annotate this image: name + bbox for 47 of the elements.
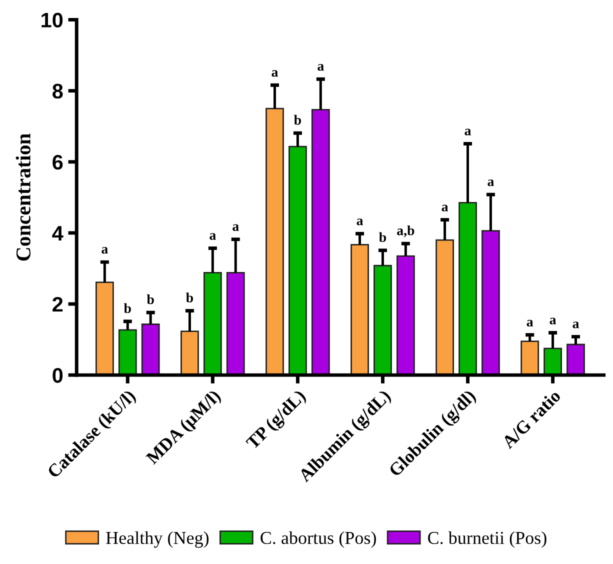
annotation: a: [488, 180, 494, 186]
annotation: a: [526, 320, 534, 327]
annotation: a: [442, 204, 448, 212]
annotation: a: [102, 247, 108, 254]
annotation: a: [318, 64, 324, 71]
legend-label: C. abortus (Pos): [260, 531, 376, 548]
bar: [436, 239, 454, 376]
bar: [311, 108, 330, 376]
annotation: b: [379, 232, 386, 242]
bar: [482, 230, 500, 376]
annotation: a: [464, 128, 472, 136]
y-tick-label: 2: [52, 296, 63, 312]
bar: [95, 282, 114, 376]
annotation: b: [124, 303, 131, 314]
y-axis-title: Concentration: [16, 133, 30, 261]
y-tick-label: 4: [52, 226, 64, 240]
annotation: a: [210, 233, 216, 240]
annotation: b: [146, 294, 154, 304]
annotation: a: [272, 70, 278, 77]
bar: [141, 324, 160, 376]
y-tick-label: 10: [42, 12, 63, 28]
bar: [520, 340, 540, 376]
legend-label: C. burnetii (Pos): [428, 531, 546, 548]
annotation: a,b: [397, 225, 414, 238]
annotation: b: [294, 114, 301, 125]
bar: [544, 348, 562, 376]
annotation: a: [550, 318, 556, 324]
bar: [118, 329, 137, 376]
annotation: a: [356, 218, 364, 226]
annotation: b: [186, 292, 194, 302]
bar: [566, 344, 585, 376]
y-tick-label: 8: [52, 84, 63, 99]
bar: [226, 272, 245, 376]
x-tick-label: A/G ratio: [500, 388, 562, 450]
bar: [458, 202, 477, 376]
annotation: a: [232, 224, 239, 231]
bar: [288, 146, 307, 376]
bar: [374, 264, 392, 376]
bar: [203, 272, 222, 376]
bar: [396, 255, 415, 376]
bar: [180, 330, 199, 376]
y-tick-label: 0: [52, 368, 63, 383]
bar: [266, 108, 284, 376]
bar: [350, 244, 369, 376]
y-tick-label: 6: [52, 154, 63, 170]
legend-label: Healthy (Neg): [106, 531, 209, 548]
annotation: a: [572, 322, 580, 328]
